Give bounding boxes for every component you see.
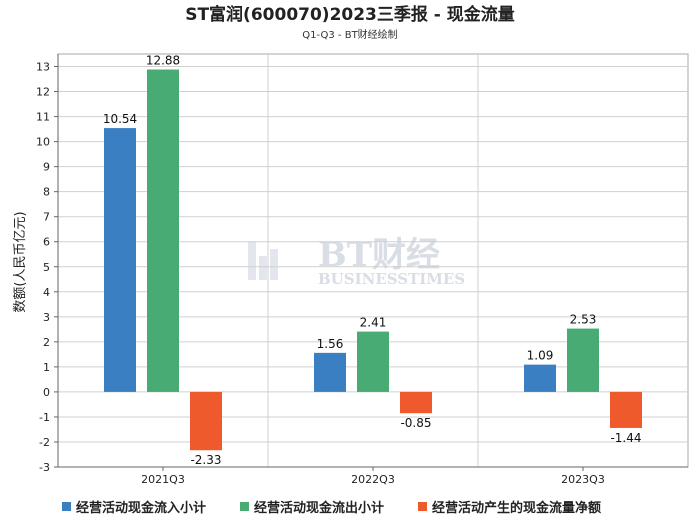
y-tick-label: 5	[43, 261, 50, 274]
y-tick-label: 12	[36, 86, 50, 99]
legend-swatch	[62, 502, 71, 511]
y-tick-label: 6	[43, 236, 50, 249]
legend-entry: 经营活动现金流入小计	[76, 500, 206, 516]
data-label: -2.33	[190, 453, 221, 467]
y-tick-label: 7	[43, 211, 50, 224]
bar	[357, 331, 389, 392]
data-label: 1.56	[317, 337, 344, 351]
legend-swatch	[418, 502, 427, 511]
legend-entry: 经营活动产生的现金流量净额	[432, 500, 601, 516]
bar	[610, 391, 642, 428]
y-tick-label: 2	[43, 336, 50, 349]
y-tick-label: 8	[43, 186, 50, 199]
legend: 经营活动现金流入小计 经营活动现金流出小计 经营活动产生的现金流量净额	[62, 500, 601, 516]
bar	[567, 328, 599, 392]
watermark: BT财经 BUSINESSTIMES	[248, 235, 465, 288]
x-tick-label: 2021Q3	[141, 473, 185, 486]
bar	[400, 391, 432, 414]
watermark-logo-bar	[270, 249, 278, 280]
data-label: 12.88	[146, 54, 180, 68]
y-tick-label: 0	[43, 386, 50, 399]
y-tick-label: 4	[43, 286, 50, 299]
watermark-logo-bar	[248, 242, 256, 280]
legend-swatch	[240, 502, 249, 511]
y-tick-label: 3	[43, 311, 50, 324]
data-label: 1.09	[527, 349, 554, 363]
x-tick-label: 2023Q3	[561, 473, 605, 486]
bar	[147, 69, 179, 392]
bar	[314, 352, 346, 392]
y-tick-label: -2	[39, 436, 50, 449]
bar	[104, 128, 136, 392]
data-label: 10.54	[103, 112, 137, 126]
y-tick-label: 11	[36, 111, 50, 124]
legend-entry: 经营活动现金流出小计	[254, 500, 384, 516]
bar	[190, 391, 222, 451]
data-label: -1.44	[610, 431, 641, 445]
watermark-brand: BT财经	[318, 235, 440, 275]
y-axis-label: 数额(人民币亿元)	[13, 211, 28, 312]
x-tick-label: 2022Q3	[351, 473, 395, 486]
y-tick-label: 9	[43, 161, 50, 174]
y-tick-label: 10	[36, 136, 50, 149]
data-label: 2.41	[360, 316, 387, 330]
y-tick-label: -1	[39, 411, 50, 424]
y-tick-label: -3	[39, 461, 50, 474]
data-label: -0.85	[400, 416, 431, 430]
watermark-logo-bar	[259, 256, 267, 280]
bar	[524, 364, 556, 392]
data-label: 2.53	[570, 313, 597, 327]
y-tick-label: 1	[43, 361, 50, 374]
bars: 10.54 12.88 -2.33 1.56 2.41 -0.85 1.09 2.53 -1.4…	[103, 54, 642, 467]
y-tick-label: 13	[36, 61, 50, 74]
chart-title: ST富润(600070)2023三季报 - 现金流量	[185, 4, 515, 25]
chart-subtitle: Q1-Q3 - BT财经绘制	[302, 28, 397, 41]
watermark-text: BUSINESSTIMES	[318, 270, 465, 288]
